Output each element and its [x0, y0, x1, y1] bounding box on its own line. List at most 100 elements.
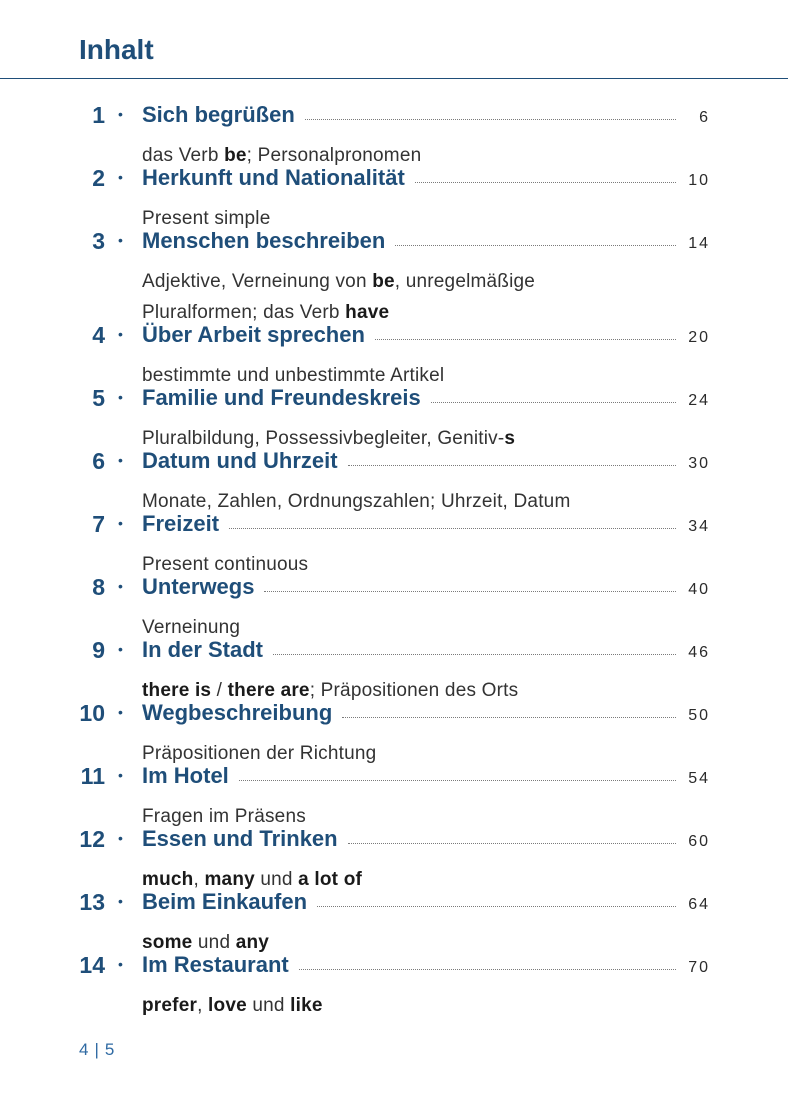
chapter-title[interactable]: In der Stadt	[142, 637, 264, 662]
toc-entry[interactable]: 11 • Im Hotel 54 Fragen im Präsens	[0, 761, 788, 827]
toc-entry[interactable]: 10 • Wegbeschreibung 50 Präpositionen der Ri…	[0, 698, 788, 764]
subtitle-text: Present continuous	[142, 554, 309, 575]
dot-leader	[317, 906, 676, 907]
grammar-keyword: many	[204, 869, 255, 890]
grammar-keyword: s	[504, 428, 516, 449]
grammar-keyword: there is	[142, 680, 212, 701]
chapter-heading-row: Essen und Trinken	[142, 826, 688, 852]
table-of-contents: 1 • Sich begrüßen 6 das Verb be; Personalpro…	[0, 100, 788, 1016]
subtitle-text: ,	[197, 995, 209, 1016]
toc-entry[interactable]: 3 • Menschen beschreiben 14 Adjektive, Verne…	[0, 226, 788, 323]
folio-right: 5	[104, 1040, 115, 1059]
page-number[interactable]: 54	[688, 770, 710, 787]
toc-entry[interactable]: 8 • Unterwegs 40 Verneinung	[0, 572, 788, 638]
toc-entry[interactable]: 2 • Herkunft und Nationalität 10 Present sim…	[0, 163, 788, 229]
chapter-title[interactable]: Herkunft und Nationalität	[142, 165, 405, 190]
page-number[interactable]: 50	[688, 707, 710, 724]
header-rule	[0, 78, 788, 79]
toc-entry[interactable]: 4 • Über Arbeit sprechen 20 bestimmte und un…	[0, 320, 788, 386]
page-number[interactable]: 30	[688, 455, 710, 472]
page-folio: 4 | 5	[79, 1040, 114, 1060]
subtitle-text: Fragen im Präsens	[142, 806, 306, 827]
toc-entry[interactable]: 5 • Familie und Freundeskreis 24 Pluralbildu…	[0, 383, 788, 449]
page-number[interactable]: 10	[688, 172, 710, 189]
page-number[interactable]: 6	[699, 109, 710, 126]
chapter-subtitle: Pluralbildung, Possessivbegleiter, Genit…	[142, 423, 662, 454]
subtitle-text: /	[211, 680, 228, 701]
subtitle-line: Present continuous	[142, 549, 662, 580]
grammar-keyword: be	[224, 145, 247, 166]
grammar-keyword: there are	[227, 680, 310, 701]
grammar-keyword: have	[345, 302, 390, 323]
subtitle-text: Pluralbildung, Possessivbegleiter, Genit…	[142, 428, 505, 449]
chapter-number: 7	[92, 511, 105, 537]
page-title: Inhalt	[79, 34, 154, 65]
bullet-icon: •	[118, 515, 123, 531]
bullet-icon: •	[118, 704, 123, 720]
toc-entry[interactable]: 6 • Datum und Uhrzeit 30 Monate, Zahlen, Ord…	[0, 446, 788, 512]
page-number[interactable]: 24	[688, 392, 710, 409]
grammar-keyword: be	[372, 271, 395, 292]
chapter-title[interactable]: Über Arbeit sprechen	[142, 322, 365, 347]
chapter-subtitle: prefer, love und like	[142, 990, 662, 1021]
chapter-title[interactable]: Freizeit	[142, 511, 220, 536]
subtitle-text: das Verb	[142, 145, 225, 166]
dot-leader	[347, 465, 676, 466]
page-number[interactable]: 14	[688, 235, 710, 252]
chapter-title[interactable]: Im Restaurant	[142, 952, 289, 977]
subtitle-text: Adjektive, Verneinung von	[142, 271, 373, 292]
chapter-heading-row: Sich begrüßen	[142, 102, 688, 128]
chapter-subtitle: some und any	[142, 927, 662, 958]
toc-entry[interactable]: 12 • Essen und Trinken 60 much, many und a l…	[0, 824, 788, 890]
toc-entry[interactable]: 13 • Beim Einkaufen 64 some und any	[0, 887, 788, 953]
toc-entry[interactable]: 14 • Im Restaurant 70 prefer, love und like	[0, 950, 788, 1016]
chapter-number: 3	[92, 228, 105, 254]
dot-leader	[304, 119, 676, 120]
bullet-icon: •	[118, 169, 123, 185]
chapter-heading-row: Freizeit	[142, 511, 688, 537]
subtitle-line: Present simple	[142, 203, 662, 234]
subtitle-line: there is / there are; Präpositionen des …	[142, 675, 662, 706]
chapter-title[interactable]: Unterwegs	[142, 574, 255, 599]
chapter-title[interactable]: Beim Einkaufen	[142, 889, 308, 914]
toc-entry[interactable]: 9 • In der Stadt 46 there is / there are; Pr…	[0, 635, 788, 701]
page-number[interactable]: 60	[688, 833, 710, 850]
page-number[interactable]: 64	[688, 896, 710, 913]
bullet-icon: •	[118, 767, 123, 783]
chapter-title[interactable]: Sich begrüßen	[142, 102, 295, 127]
grammar-keyword: a lot of	[298, 869, 363, 890]
chapter-number: 11	[80, 763, 105, 789]
subtitle-text: Pluralformen; das Verb	[142, 302, 346, 323]
chapter-subtitle: Präpositionen der Richtung	[142, 738, 662, 769]
chapter-number: 12	[79, 826, 105, 852]
chapter-number: 4	[92, 322, 105, 348]
grammar-keyword: prefer	[142, 995, 198, 1016]
page-number[interactable]: 46	[688, 644, 710, 661]
chapter-subtitle: Adjektive, Verneinung von be, unregelmäß…	[142, 266, 662, 328]
chapter-heading-row: Im Restaurant	[142, 952, 688, 978]
chapter-heading-row: In der Stadt	[142, 637, 688, 663]
chapter-title[interactable]: Wegbeschreibung	[142, 700, 333, 725]
page-number[interactable]: 34	[688, 518, 710, 535]
chapter-heading-row: Über Arbeit sprechen	[142, 322, 688, 348]
page-number[interactable]: 20	[688, 329, 710, 346]
page-number[interactable]: 70	[688, 959, 710, 976]
bullet-icon: •	[118, 389, 123, 405]
bullet-icon: •	[118, 326, 123, 342]
chapter-title[interactable]: Datum und Uhrzeit	[142, 448, 338, 473]
bullet-icon: •	[118, 893, 123, 909]
chapter-title[interactable]: Im Hotel	[142, 763, 229, 788]
chapter-title[interactable]: Essen und Trinken	[142, 826, 338, 851]
chapter-number: 2	[92, 165, 105, 191]
toc-entry[interactable]: 1 • Sich begrüßen 6 das Verb be; Personalpro…	[0, 100, 788, 166]
chapter-title[interactable]: Menschen beschreiben	[142, 228, 386, 253]
chapter-subtitle: much, many und a lot of	[142, 864, 662, 895]
chapter-title[interactable]: Familie und Freundeskreis	[142, 385, 421, 410]
subtitle-text: Monate, Zahlen, Ordnungszahlen; Uhrzeit,…	[142, 491, 571, 512]
page-number[interactable]: 40	[688, 581, 710, 598]
subtitle-line: Fragen im Präsens	[142, 801, 662, 832]
toc-entry[interactable]: 7 • Freizeit 34 Present continuous	[0, 509, 788, 575]
dot-leader	[347, 843, 676, 844]
bullet-icon: •	[118, 232, 123, 248]
bullet-icon: •	[118, 578, 123, 594]
